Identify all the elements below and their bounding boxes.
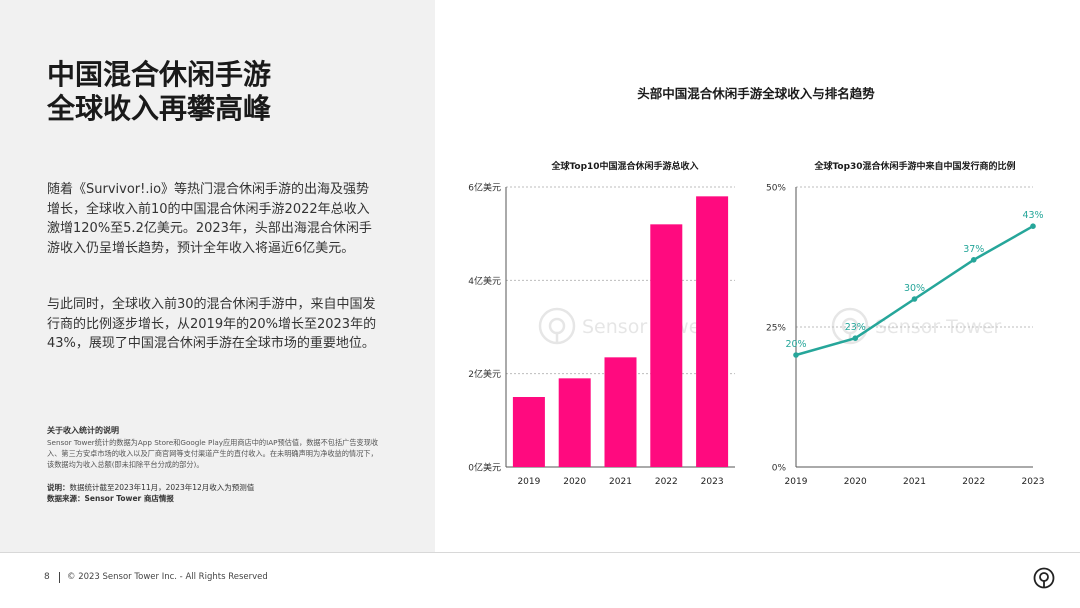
bar-x-tick-label: 2019 <box>517 477 540 487</box>
line-watermark-text: Sensor Tower <box>875 316 1001 338</box>
line-x-tick-label: 2019 <box>785 477 808 487</box>
page-number: 8 <box>44 572 50 582</box>
line-data-label: 30% <box>904 283 925 294</box>
line-x-tick-label: 2023 <box>1022 477 1045 487</box>
left-panel <box>0 0 435 552</box>
page-title-line-1: 中国混合休闲手游 <box>47 58 272 91</box>
bar-chart-watermark: Sensor Tower <box>538 307 708 345</box>
explain-text: 数据统计截至2023年11月，2023年12月收入为预测值 <box>69 483 255 492</box>
line-data-label: 37% <box>963 244 984 255</box>
bar-y-tick-label: 0亿美元 <box>468 462 501 474</box>
chart-section-title: 头部中国混合休闲手游全球收入与排名趋势 <box>637 86 875 101</box>
source-text: Sensor Tower 商店情报 <box>84 494 174 503</box>
line-y-tick-label: 50% <box>766 184 786 194</box>
line-y-tick-label: 25% <box>766 324 786 334</box>
bar-2022 <box>650 224 683 467</box>
source-label: 数据来源： <box>47 494 85 503</box>
line-x-tick-label: 2020 <box>844 477 867 487</box>
body-paragraph-2: 与此同时，全球收入前30的混合休闲手游中，来自中国发行商的比例逐步增长，从201… <box>47 297 377 351</box>
page-title: 中国混合休闲手游 全球收入再攀高峰 <box>47 58 271 126</box>
charts-canvas: Sensor Tower Sensor Tower 0亿美元 2亿美元 4亿美元 6亿… <box>468 182 1044 488</box>
bar-watermark-text: Sensor Tower <box>582 316 708 338</box>
bar-2020 <box>558 378 591 467</box>
bar-y-tick-label: 2亿美元 <box>468 368 501 380</box>
note-title: 关于收入统计的说明 <box>47 426 119 435</box>
line-chart-watermark: Sensor Tower <box>831 307 1001 345</box>
line-data-label: 20% <box>785 339 806 350</box>
line-chart-title: 全球Top30混合休闲手游中来自中国发行商的比例 <box>814 162 1016 172</box>
line-point-2023 <box>1030 223 1036 229</box>
line-data-label: 43% <box>1022 210 1043 221</box>
line-x-tick-label: 2022 <box>962 477 985 487</box>
bar-y-tick-label: 4亿美元 <box>468 275 501 287</box>
note-body: Sensor Tower统计的数据为App Store和Google Play应… <box>47 438 379 469</box>
line-x-tick-label: 2021 <box>903 477 926 487</box>
bar-chart-title: 全球Top10中国混合休闲手游总收入 <box>551 162 699 172</box>
sensor-tower-logo-icon <box>1033 567 1055 589</box>
explain-label: 说明： <box>47 483 70 492</box>
line-y-tick-label: 0% <box>772 464 787 474</box>
footer-divider <box>0 552 1080 553</box>
line-chart: 0% 25% 50% 20% 2019 23% 2020 30% 2021 37% 2022 43% 2… <box>766 184 1044 488</box>
bar-chart: 0亿美元 2亿美元 4亿美元 6亿美元 2019 2020 2021 2022 2023 <box>468 182 735 487</box>
copyright-text: © 2023 Sensor Tower Inc. - All Rights Re… <box>67 572 268 582</box>
bar-2019 <box>512 397 545 467</box>
line-data-label: 23% <box>845 322 866 333</box>
bar-2021 <box>604 357 637 467</box>
bar-x-tick-label: 2022 <box>655 477 678 487</box>
source-line: 数据来源：Sensor Tower 商店情报 <box>47 493 174 504</box>
bar-y-tick-label: 6亿美元 <box>468 182 501 194</box>
bar-x-tick-label: 2023 <box>701 477 724 487</box>
page-title-line-2: 全球收入再攀高峰 <box>47 92 272 125</box>
bar-x-tick-label: 2020 <box>563 477 586 487</box>
explain-line: 说明：数据统计截至2023年11月，2023年12月收入为预测值 <box>47 482 254 493</box>
line-point-2021 <box>911 296 918 302</box>
body-paragraph-1: 随着《Survivor!.io》等热门混合休闲手游的出海及强势增长，全球收入前1… <box>47 182 372 256</box>
bar-x-tick-label: 2021 <box>609 477 632 487</box>
line-point-2019 <box>793 352 799 358</box>
line-point-2020 <box>852 335 859 342</box>
footer-separator <box>59 572 60 583</box>
line-point-2022 <box>970 257 977 263</box>
bar-2023 <box>696 196 729 468</box>
